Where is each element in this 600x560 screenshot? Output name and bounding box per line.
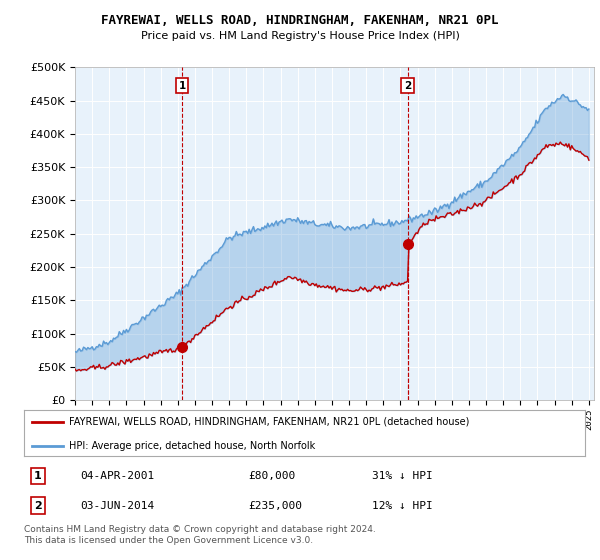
Text: £235,000: £235,000: [248, 501, 302, 511]
Text: HPI: Average price, detached house, North Norfolk: HPI: Average price, detached house, Nort…: [69, 441, 315, 451]
Text: 1: 1: [34, 471, 42, 481]
Text: 2: 2: [404, 81, 411, 91]
Text: 03-JUN-2014: 03-JUN-2014: [80, 501, 154, 511]
Text: £80,000: £80,000: [248, 471, 296, 481]
Text: 1: 1: [178, 81, 185, 91]
Text: FAYREWAI, WELLS ROAD, HINDRINGHAM, FAKENHAM, NR21 0PL: FAYREWAI, WELLS ROAD, HINDRINGHAM, FAKEN…: [101, 14, 499, 27]
Text: 12% ↓ HPI: 12% ↓ HPI: [372, 501, 433, 511]
Text: FAYREWAI, WELLS ROAD, HINDRINGHAM, FAKENHAM, NR21 0PL (detached house): FAYREWAI, WELLS ROAD, HINDRINGHAM, FAKEN…: [69, 417, 469, 427]
Text: 04-APR-2001: 04-APR-2001: [80, 471, 154, 481]
Text: Price paid vs. HM Land Registry's House Price Index (HPI): Price paid vs. HM Land Registry's House …: [140, 31, 460, 41]
Text: 31% ↓ HPI: 31% ↓ HPI: [372, 471, 433, 481]
Text: Contains HM Land Registry data © Crown copyright and database right 2024.
This d: Contains HM Land Registry data © Crown c…: [24, 525, 376, 545]
Text: 2: 2: [34, 501, 42, 511]
